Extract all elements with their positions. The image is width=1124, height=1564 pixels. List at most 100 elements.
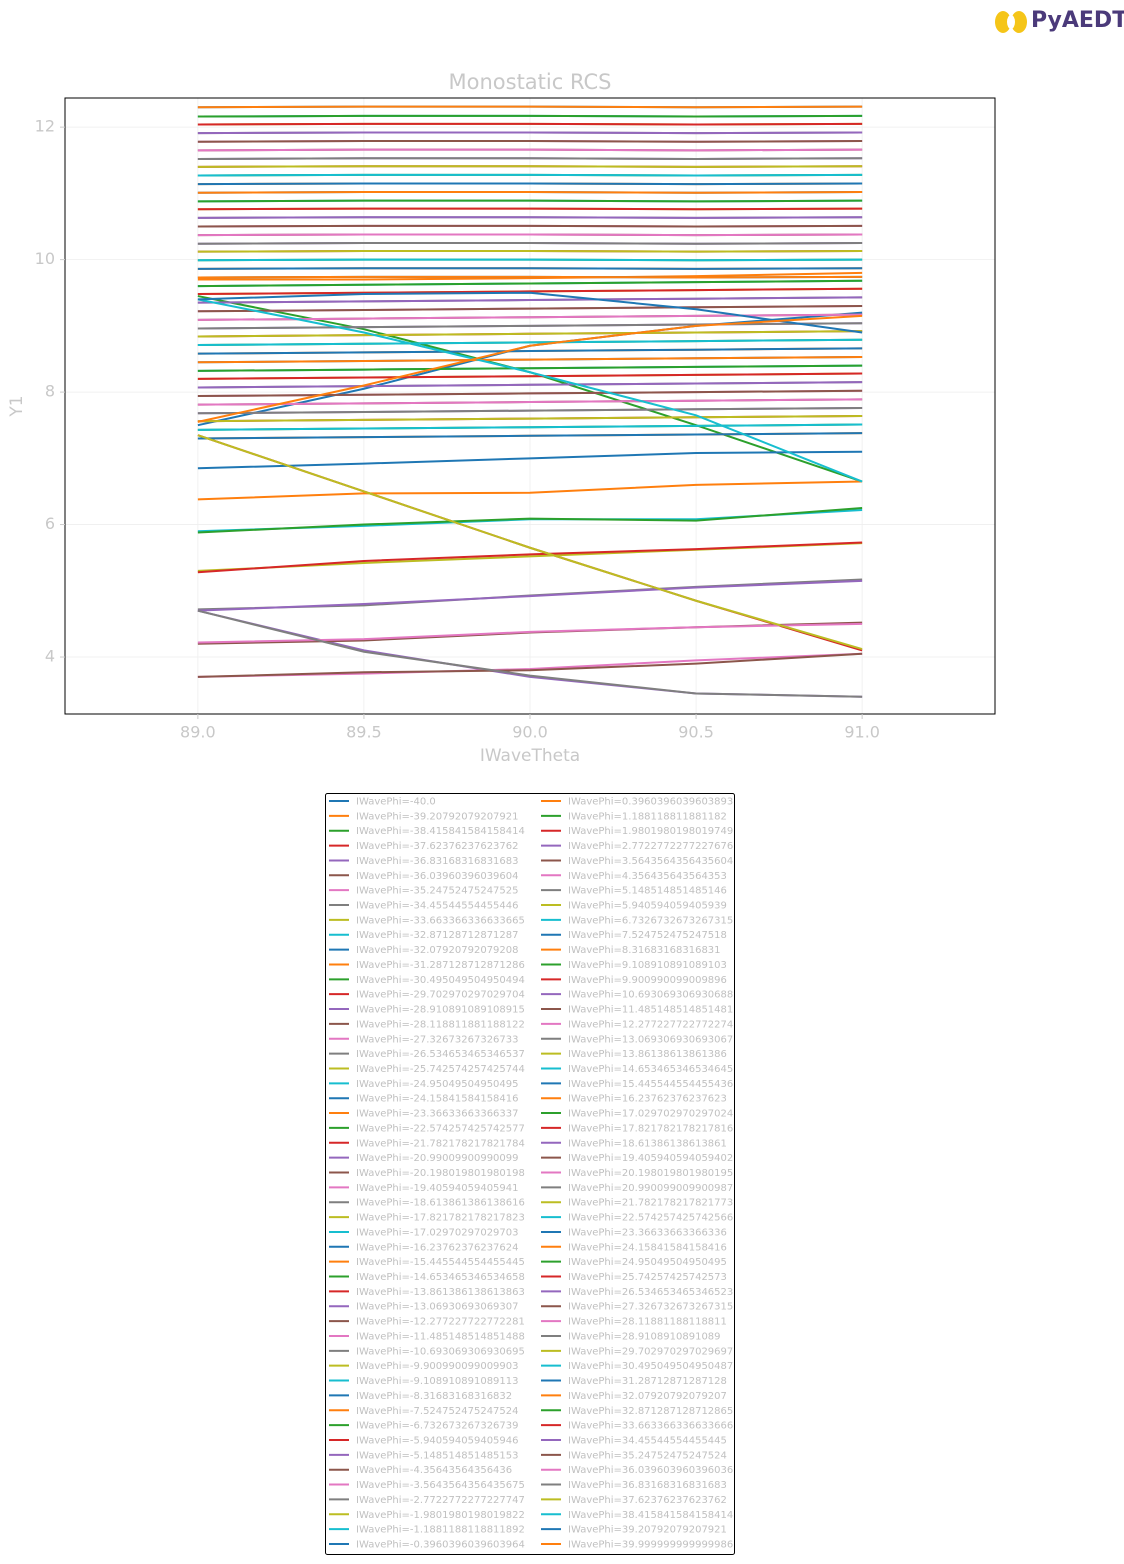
legend-label: IWavePhi=-38.415841584158414 [356, 826, 525, 837]
legend-label: IWavePhi=18.61386138613861 [568, 1138, 727, 1149]
x-tick-label: 91.0 [844, 723, 880, 742]
x-axis-label: IWaveTheta [480, 746, 580, 766]
series-line [197, 279, 863, 288]
legend-label: IWavePhi=-19.40594059405941 [356, 1183, 519, 1194]
legend-label: IWavePhi=14.653465346534645 [568, 1064, 733, 1075]
legend-label: IWavePhi=-8.31683168316832 [356, 1391, 512, 1402]
legend-box [325, 793, 735, 1555]
legend-label: IWavePhi=-35.24752475247525 [356, 886, 519, 897]
legend-label: IWavePhi=-25.742574257425744 [356, 1064, 525, 1075]
legend-label: IWavePhi=28.11881188118811 [568, 1317, 727, 1328]
series-line [197, 398, 863, 406]
legend-label: IWavePhi=-22.574257425742577 [356, 1123, 525, 1134]
legend-label: IWavePhi=-31.287128712871286 [356, 960, 525, 971]
series-line [197, 652, 863, 678]
series-line [197, 258, 863, 262]
legend-label: IWavePhi=-27.32673267326733 [356, 1034, 519, 1045]
legend-label: IWavePhi=-28.910891089108915 [356, 1005, 525, 1016]
legend-label: IWavePhi=-0.3960396039603964 [356, 1540, 525, 1551]
series-line [197, 298, 863, 483]
legend-label: IWavePhi=22.574257425742566 [568, 1213, 733, 1224]
legend-label: IWavePhi=-17.821782178217823 [356, 1213, 525, 1224]
legend-label: IWavePhi=24.15841584158416 [568, 1242, 727, 1253]
legend-label: IWavePhi=-9.900990099009903 [356, 1361, 519, 1372]
series-line [197, 434, 863, 651]
y-tick-label: 8 [45, 382, 55, 401]
legend-label: IWavePhi=-32.07920792079208 [356, 945, 519, 956]
series-line [197, 216, 863, 219]
legend-label: IWavePhi=-1.1881188118811892 [356, 1525, 525, 1536]
legend-label: IWavePhi=17.029702970297024 [568, 1109, 733, 1120]
series-line [197, 389, 863, 398]
series-line [197, 191, 863, 194]
chart-title: Monostatic RCS [449, 70, 612, 94]
legend-label: IWavePhi=6.7326732673267315 [568, 915, 733, 926]
legend-label: IWavePhi=-6.732673267326739 [356, 1421, 519, 1432]
legend-label: IWavePhi=5.940594059405939 [568, 901, 727, 912]
x-tick-label: 90.5 [678, 723, 714, 742]
legend-label: IWavePhi=-36.83168316831683 [356, 856, 519, 867]
series-line [197, 338, 863, 347]
series-line [197, 432, 863, 440]
legend: IWavePhi=-40.0 IWavePhi=-39.2079207920792… [329, 797, 733, 1551]
legend-label: IWavePhi=24.95049504950495 [568, 1257, 727, 1268]
plot-lines [197, 105, 863, 698]
legend-label: IWavePhi=2.7722772277227676 [568, 841, 733, 852]
series-line [197, 105, 863, 109]
legend-label: IWavePhi=23.36633663366336 [568, 1227, 727, 1238]
legend-label: IWavePhi=-9.108910891089113 [356, 1376, 519, 1387]
series-line [197, 250, 863, 253]
legend-label: IWavePhi=13.069306930693067 [568, 1034, 733, 1045]
legend-label: IWavePhi=20.990099009900987 [568, 1183, 733, 1194]
logo-text: PyAEDT [1031, 8, 1124, 33]
legend-label: IWavePhi=34.45544554455445 [568, 1435, 727, 1446]
legend-label: IWavePhi=-16.23762376237624 [356, 1242, 519, 1253]
legend-label: IWavePhi=-33.663366336633665 [356, 915, 525, 926]
series-line [197, 355, 863, 364]
legend-label: IWavePhi=26.534653465346523 [568, 1287, 733, 1298]
legend-label: IWavePhi=30.495049504950487 [568, 1361, 733, 1372]
logo-icon [1007, 15, 1015, 29]
legend-label: IWavePhi=17.821782178217816 [568, 1123, 733, 1134]
series-line [197, 330, 863, 338]
legend-label: IWavePhi=-23.36633663366337 [356, 1109, 519, 1120]
legend-label: IWavePhi=11.485148514851481 [568, 1005, 733, 1016]
series-line [197, 414, 863, 423]
series-line [197, 287, 863, 296]
series-line [197, 271, 863, 281]
series-line [197, 609, 863, 698]
y-tick-label: 4 [45, 647, 55, 666]
legend-label: IWavePhi=3.5643564356435604 [568, 856, 733, 867]
legend-label: IWavePhi=28.9108910891089 [568, 1331, 721, 1342]
legend-label: IWavePhi=7.524752475247518 [568, 930, 727, 941]
series-line [197, 122, 863, 126]
y-tick-label: 10 [35, 249, 55, 268]
logo-icon [1011, 11, 1027, 33]
legend-label: IWavePhi=-5.940594059405946 [356, 1435, 519, 1446]
legend-label: IWavePhi=-30.495049504950494 [356, 975, 525, 986]
legend-label: IWavePhi=37.62376237623762 [568, 1495, 727, 1506]
legend-label: IWavePhi=25.74257425742573 [568, 1272, 727, 1283]
legend-label: IWavePhi=38.415841584158414 [568, 1510, 733, 1521]
legend-label: IWavePhi=-5.148514851485153 [356, 1450, 519, 1461]
series-line [197, 199, 863, 203]
legend-label: IWavePhi=9.108910891089103 [568, 960, 727, 971]
x-tick-label: 90.0 [512, 723, 548, 742]
legend-label: IWavePhi=-1.9801980198019822 [356, 1510, 525, 1521]
series-line [197, 131, 863, 135]
legend-label: IWavePhi=29.702970297029697 [568, 1346, 733, 1357]
legend-label: IWavePhi=-32.87128712871287 [356, 930, 519, 941]
legend-label: IWavePhi=19.405940594059402 [568, 1153, 733, 1164]
series-line [197, 157, 863, 160]
legend-label: IWavePhi=1.9801980198019749 [568, 826, 733, 837]
series-line [197, 291, 863, 334]
series-line [197, 148, 863, 152]
legend-label: IWavePhi=-28.118811881188122 [356, 1019, 525, 1030]
series-line [197, 296, 863, 304]
series-line [197, 541, 863, 574]
legend-label: IWavePhi=36.039603960396036 [568, 1465, 733, 1476]
legend-label: IWavePhi=-11.485148514851488 [356, 1331, 525, 1342]
series-line [197, 314, 863, 423]
series-line [197, 364, 863, 372]
legend-label: IWavePhi=9.900990099009896 [568, 975, 727, 986]
